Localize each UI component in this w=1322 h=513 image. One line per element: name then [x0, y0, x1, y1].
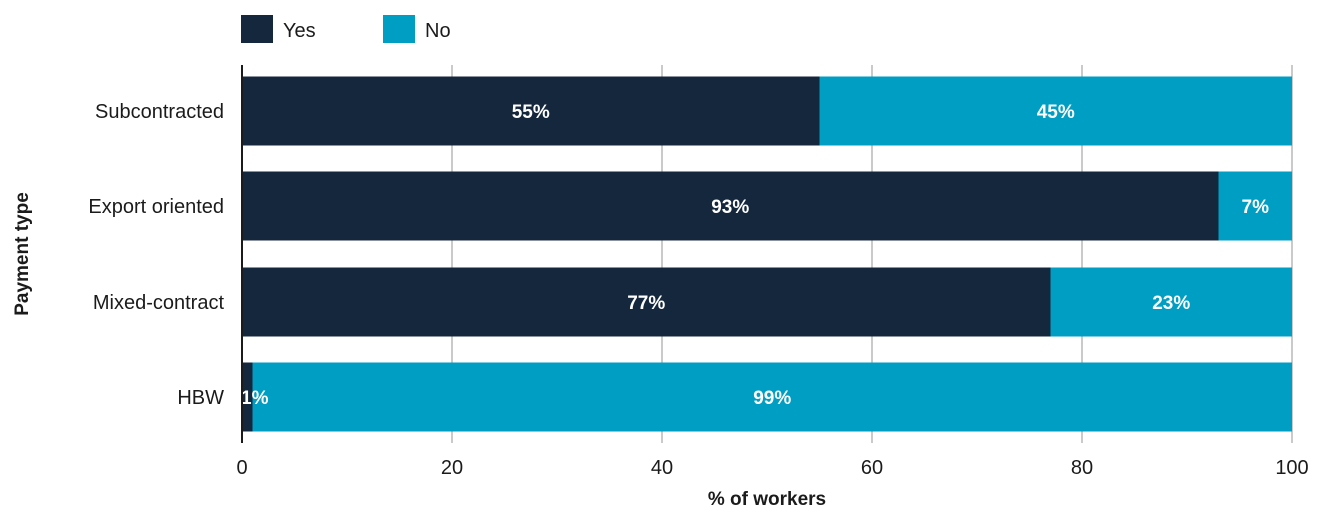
- x-tick-label: 80: [1071, 457, 1093, 479]
- legend-label: No: [425, 20, 451, 42]
- y-axis-title: Payment type: [12, 192, 33, 316]
- category-label: Subcontracted: [95, 101, 224, 123]
- legend-label: Yes: [283, 20, 316, 42]
- category-labels: Subcontracted Export oriented Mixed-contra…: [88, 101, 224, 409]
- data-label: 45%: [1037, 102, 1075, 123]
- bar-yes-2: [242, 267, 1051, 337]
- x-axis-title: % of workers: [708, 489, 826, 510]
- category-label: Export oriented: [88, 196, 224, 218]
- bar-no-2: [1050, 267, 1292, 337]
- category-label: HBW: [177, 387, 224, 409]
- legend-swatch-no: [383, 15, 415, 43]
- category-label: Mixed-contract: [93, 292, 225, 314]
- bar-yes-3: [242, 362, 253, 432]
- data-label: 1%: [241, 388, 269, 409]
- bar-no-3: [252, 362, 1292, 432]
- legend-swatch-yes: [241, 15, 273, 43]
- x-tick-label: 40: [651, 457, 673, 479]
- x-tick-label: 60: [861, 457, 883, 479]
- data-label: 55%: [512, 102, 550, 123]
- data-label: 93%: [711, 197, 749, 218]
- x-tick-label: 100: [1275, 457, 1308, 479]
- bar-yes-0: [242, 76, 820, 146]
- data-label: 77%: [627, 293, 665, 314]
- bar-no-1: [1218, 171, 1292, 241]
- data-labels: 55% 45% 93% 7% 77% 23% 1% 99%: [241, 102, 1269, 409]
- data-label: 99%: [753, 388, 791, 409]
- bars: [242, 76, 1292, 432]
- legend: Yes No: [241, 15, 451, 43]
- x-tick-label: 0: [236, 457, 247, 479]
- x-tick-labels: 0 20 40 60 80 100: [236, 457, 1308, 479]
- bar-yes-1: [242, 171, 1219, 241]
- data-label: 23%: [1152, 293, 1190, 314]
- x-tick-label: 20: [441, 457, 463, 479]
- bar-no-0: [819, 76, 1292, 146]
- data-label: 7%: [1242, 197, 1270, 218]
